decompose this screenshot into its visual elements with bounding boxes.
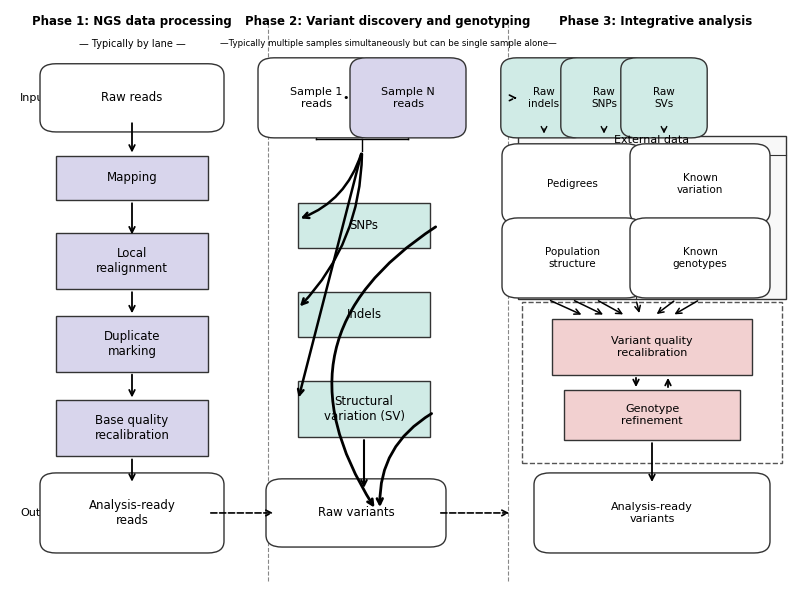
FancyBboxPatch shape [630,218,770,298]
Text: Phase 2: Variant discovery and genotyping: Phase 2: Variant discovery and genotypin… [246,15,530,28]
Text: Analysis-ready
variants: Analysis-ready variants [611,502,693,524]
Text: Indels: Indels [346,308,382,321]
Text: Local
realignment: Local realignment [96,247,168,275]
FancyBboxPatch shape [56,315,208,372]
Text: Base quality
recalibration: Base quality recalibration [94,414,170,442]
Text: Phase 3: Integrative analysis: Phase 3: Integrative analysis [559,15,753,28]
FancyBboxPatch shape [266,479,446,547]
FancyBboxPatch shape [56,233,208,289]
Text: Variant quality
recalibration: Variant quality recalibration [611,336,693,358]
Text: Analysis-ready
reads: Analysis-ready reads [89,499,175,527]
FancyBboxPatch shape [518,136,786,299]
Text: Known
genotypes: Known genotypes [673,247,727,269]
FancyBboxPatch shape [502,144,642,224]
Text: Sample N
reads: Sample N reads [381,87,435,109]
Text: Population
structure: Population structure [545,247,599,269]
Text: Raw variants: Raw variants [318,506,394,519]
Text: Pedigrees: Pedigrees [546,179,598,189]
Text: — Typically by lane —: — Typically by lane — [78,39,186,49]
Text: Mapping: Mapping [106,171,158,184]
FancyBboxPatch shape [258,58,374,138]
Text: External data: External data [614,135,690,145]
Text: Input: Input [20,93,49,103]
Text: Known
variation: Known variation [677,173,723,195]
Text: Raw reads: Raw reads [102,91,162,104]
Text: Raw
indels: Raw indels [529,87,559,109]
FancyBboxPatch shape [298,381,430,438]
Text: Output: Output [20,508,58,518]
Text: Raw
SVs: Raw SVs [653,87,675,109]
Text: Phase 1: NGS data processing: Phase 1: NGS data processing [32,15,232,28]
FancyBboxPatch shape [630,144,770,224]
FancyBboxPatch shape [621,58,707,138]
FancyBboxPatch shape [502,218,642,298]
Text: Sample 1
reads: Sample 1 reads [290,87,342,109]
FancyBboxPatch shape [56,400,208,457]
Text: Raw
SNPs: Raw SNPs [591,87,617,109]
FancyBboxPatch shape [564,390,740,440]
Text: SNPs: SNPs [350,219,378,232]
FancyBboxPatch shape [350,58,466,138]
Text: Genotype
refinement: Genotype refinement [621,404,683,426]
FancyBboxPatch shape [298,292,430,337]
Text: —Typically multiple samples simultaneously but can be single sample alone—: —Typically multiple samples simultaneous… [220,39,556,47]
FancyBboxPatch shape [40,64,224,132]
FancyBboxPatch shape [552,319,752,375]
Text: Structural
variation (SV): Structural variation (SV) [323,395,405,423]
FancyBboxPatch shape [501,58,587,138]
Text: Duplicate
marking: Duplicate marking [104,330,160,358]
FancyBboxPatch shape [298,203,430,248]
FancyBboxPatch shape [40,473,224,553]
FancyBboxPatch shape [56,156,208,200]
FancyBboxPatch shape [561,58,647,138]
Text: • • • •: • • • • [343,93,380,103]
FancyBboxPatch shape [534,473,770,553]
